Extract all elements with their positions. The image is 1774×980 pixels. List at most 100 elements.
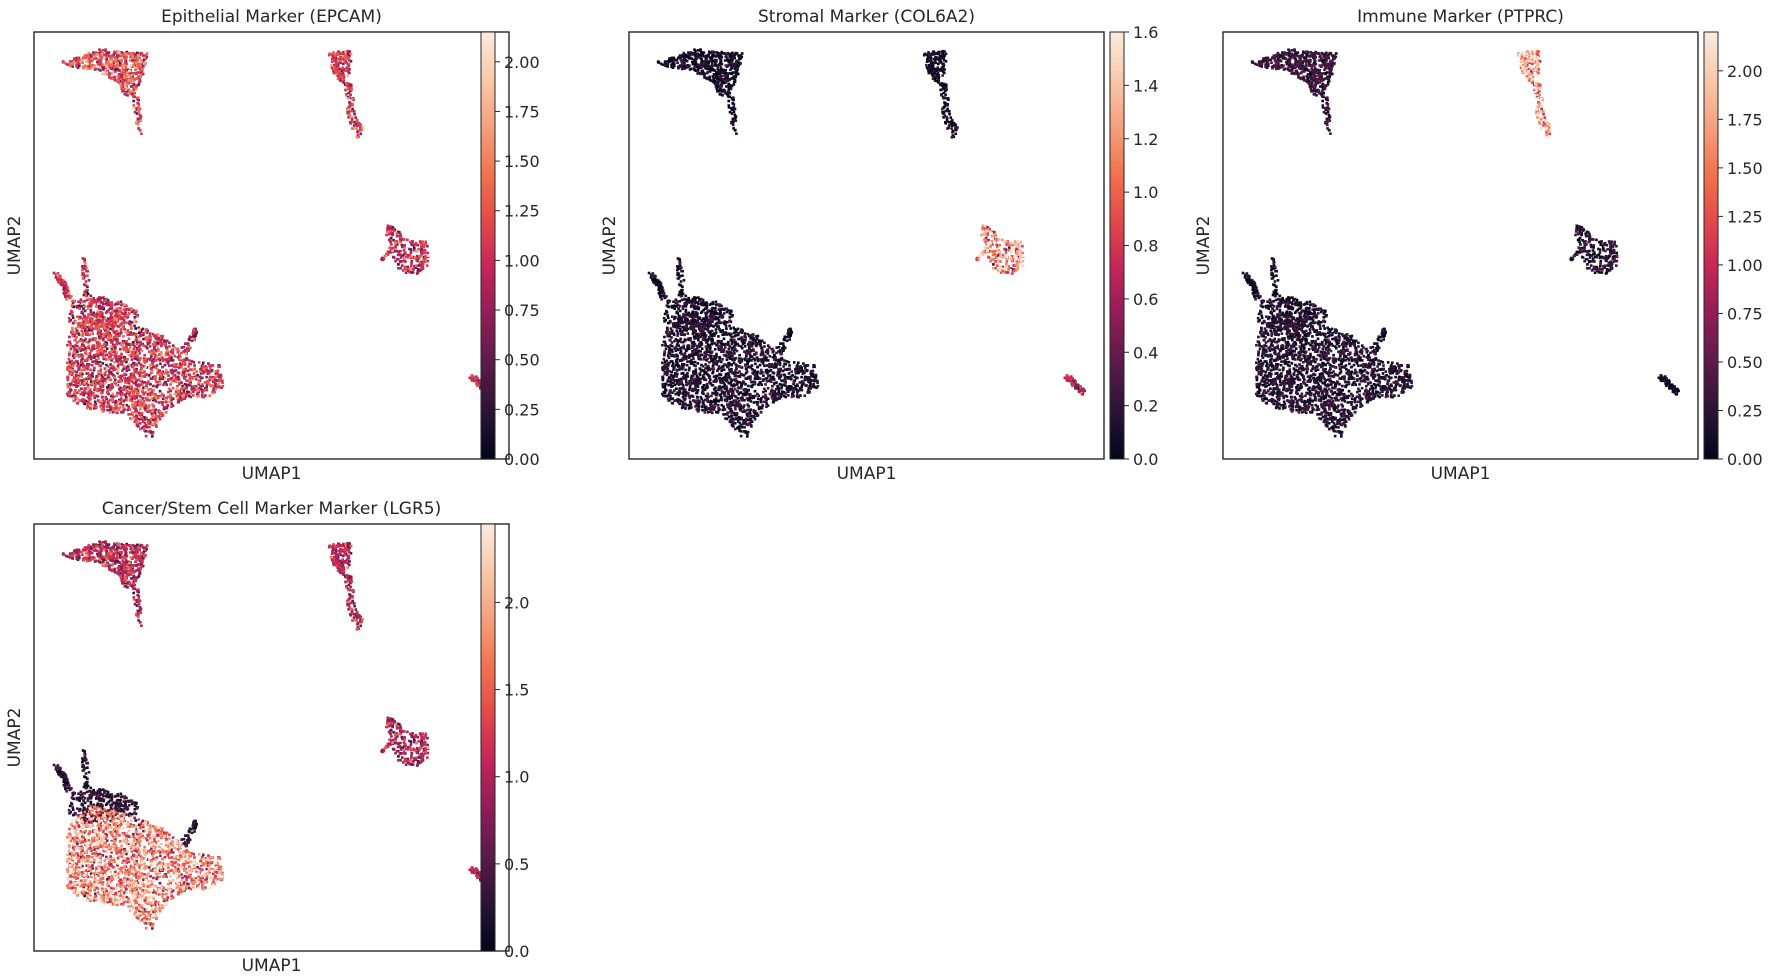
cell-point — [188, 359, 191, 362]
cell-point — [141, 383, 144, 386]
cell-point — [209, 366, 212, 370]
cell-point — [87, 390, 90, 394]
cell-point — [121, 90, 124, 93]
cell-point — [207, 382, 211, 386]
cell-point — [115, 64, 119, 68]
cell-point — [99, 371, 103, 374]
cell-point — [144, 365, 147, 369]
cell-point — [733, 80, 737, 83]
cell-point — [68, 312, 72, 316]
cell-point — [66, 343, 69, 347]
cell-point — [119, 401, 123, 404]
cell-point — [413, 248, 416, 252]
cell-point — [79, 345, 83, 349]
cell-point — [725, 327, 728, 330]
cell-point — [183, 351, 187, 354]
cell-point — [147, 374, 151, 377]
cell-point — [401, 254, 405, 257]
cell-point — [169, 396, 172, 400]
cell-point — [129, 342, 133, 346]
cell-point — [69, 388, 72, 391]
cell-point — [333, 56, 336, 59]
cell-point — [349, 83, 353, 87]
cell-point — [359, 123, 363, 127]
cell-point — [336, 77, 340, 80]
cell-point — [90, 321, 94, 325]
cell-point — [187, 337, 191, 341]
cell-point — [350, 88, 353, 91]
cell-point — [91, 319, 94, 322]
cell-point — [217, 364, 221, 367]
cell-point — [198, 386, 201, 390]
scatter-points — [52, 48, 491, 438]
cell-point — [715, 51, 719, 54]
cell-point — [93, 400, 97, 404]
cell-point — [117, 392, 120, 395]
cell-point — [82, 318, 86, 321]
cell-point — [743, 332, 747, 335]
cell-point — [124, 393, 127, 396]
cell-point — [83, 291, 87, 294]
cell-point — [184, 375, 188, 378]
cell-point — [130, 72, 134, 75]
cell-point — [942, 82, 946, 86]
cell-point — [92, 322, 96, 325]
cell-point — [110, 394, 113, 398]
cell-point — [142, 62, 146, 65]
cell-point — [141, 371, 144, 375]
cell-point — [410, 271, 413, 274]
cell-point — [205, 375, 208, 379]
cell-point — [165, 347, 168, 350]
cell-point — [85, 291, 88, 294]
cell-point — [84, 358, 87, 362]
cell-point — [184, 373, 188, 377]
cell-point — [754, 362, 757, 366]
cell-point — [944, 93, 947, 97]
cell-point — [800, 375, 803, 379]
cell-point — [219, 378, 222, 381]
cell-point — [353, 121, 356, 124]
cell-point — [133, 58, 136, 62]
cell-point — [87, 344, 91, 348]
cell-point — [147, 430, 150, 433]
cell-point — [783, 373, 786, 377]
cell-point — [954, 132, 957, 136]
cell-point — [101, 70, 104, 74]
cell-point — [116, 75, 120, 78]
cell-point — [115, 401, 118, 404]
cell-point — [135, 411, 138, 415]
cell-point — [202, 369, 205, 372]
cell-point — [413, 246, 416, 250]
cell-point — [339, 61, 342, 65]
cell-point — [176, 364, 180, 367]
cell-point — [396, 230, 400, 234]
cell-point — [84, 292, 87, 296]
cell-point — [160, 373, 164, 377]
cell-point — [130, 85, 133, 88]
cell-point — [70, 304, 74, 307]
cell-point — [118, 398, 121, 402]
cell-point — [64, 287, 68, 290]
cell-point — [111, 310, 115, 313]
cell-point — [102, 404, 106, 408]
cell-point — [136, 389, 140, 393]
cell-point — [93, 353, 96, 357]
cell-point — [81, 362, 84, 365]
cell-point — [729, 52, 732, 56]
cell-point — [151, 430, 155, 434]
cell-point — [79, 322, 83, 326]
cell-point — [217, 382, 220, 386]
cell-point — [103, 299, 106, 302]
cell-point — [195, 330, 198, 334]
cell-point — [146, 340, 150, 344]
cell-point — [426, 251, 429, 255]
cell-point — [157, 409, 160, 412]
cell-point — [185, 356, 188, 360]
cell-point — [111, 343, 115, 346]
cell-point — [409, 267, 413, 271]
cell-point — [391, 249, 394, 253]
cell-point — [143, 421, 147, 425]
cell-point — [64, 282, 68, 285]
cell-point — [183, 349, 187, 352]
cell-point — [85, 372, 88, 375]
